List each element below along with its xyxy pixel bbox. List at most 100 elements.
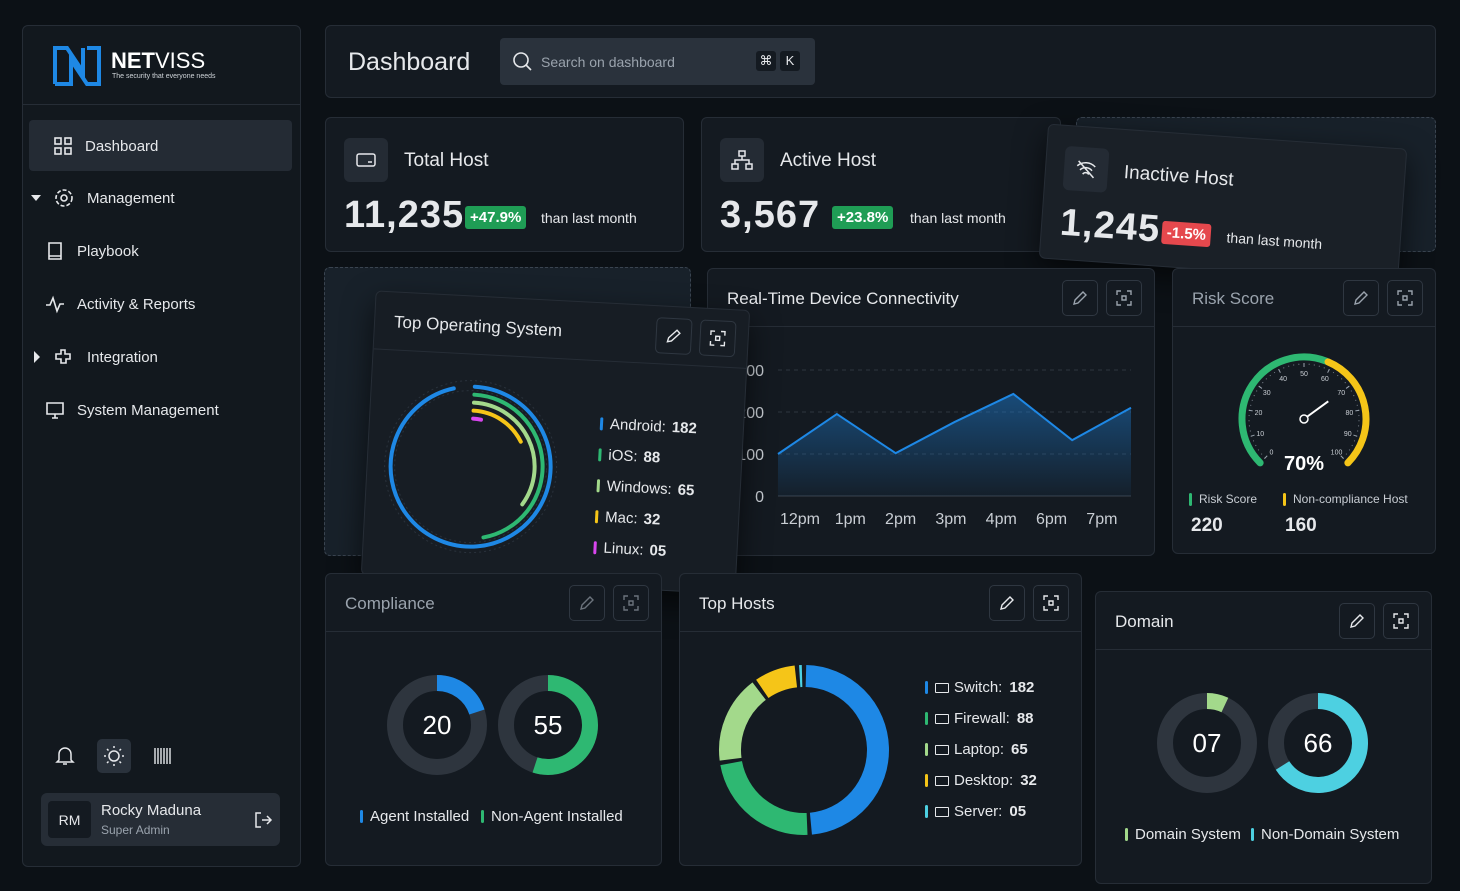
stat-card: Total Host 11,235 +47.9% than last month [325,117,684,252]
stat-card-dragging[interactable]: Inactive Host 1,245 -1.5% than last mont… [1038,123,1408,284]
caret [31,195,41,201]
logout-icon[interactable] [253,810,273,830]
legend-item: Non-Agent Installed [481,808,623,825]
top-os-card[interactable]: Top Operating System Android: 182 iOS: 88 Wi… [360,290,751,595]
card-title: Top Hosts [699,594,775,613]
legend-label: Firewall: [954,710,1010,727]
gauge-dot [1251,399,1253,401]
legend-marker [1283,492,1286,506]
gauge-dot [1252,440,1255,442]
barcode-icon[interactable] [153,747,173,765]
gauge-tick [1327,368,1330,373]
x-tick-label: 4pm [986,511,1017,528]
track [394,390,548,544]
stat-title: Active Host [780,150,877,171]
legend-marker [599,417,604,431]
nav-item[interactable]: Management [29,173,292,223]
stat-value: 11,235 [344,194,465,236]
expand-button[interactable] [1033,585,1069,621]
legend-marker [1251,828,1254,841]
gauge-dot [1255,444,1257,447]
legend-value: 160 [1285,515,1317,536]
gauge-dot [1318,365,1320,367]
legend-label: Non-Domain System [1261,826,1400,843]
gauge-dot [1341,378,1343,380]
expand-button[interactable] [1387,280,1423,316]
gauge-tick-label: 50 [1300,371,1308,378]
legend-item: Non-compliance Host [1283,492,1408,506]
gauge-dot [1332,371,1335,374]
gauge-dot [1253,394,1255,397]
legend-marker [925,805,928,818]
stat-change: -1.5% [1161,220,1212,248]
card-header: Compliance [326,574,661,632]
track [384,380,558,554]
gauge-dot [1261,453,1263,455]
nav-item[interactable]: Integration [29,332,292,382]
stat-title: Total Host [404,150,489,171]
gauge-dot [1323,367,1325,369]
edit-button[interactable] [654,317,693,355]
connectivity-card: Real-Time Device Connectivity 0 100 200 300… [707,268,1155,556]
icon [55,189,73,207]
expand-button[interactable] [1106,280,1142,316]
gauge-dot [1353,440,1356,442]
legend-value: 182 [1009,679,1035,696]
expand-button[interactable] [698,319,737,358]
nav-item[interactable]: System Management [29,385,292,435]
legend-marker [593,541,597,555]
gauge-tick [1340,455,1344,459]
legend-item: Android: 182 [599,415,698,438]
search-box[interactable]: Search on dashboard ⌘ K [500,38,815,85]
area [778,393,1131,496]
nav-label: Management [87,189,175,207]
legend-value: 88 [643,448,661,467]
legend-item: Mac: 32 [594,508,661,529]
gauge-dot [1265,378,1267,380]
legend-value: 182 [671,419,698,438]
donut-segment [805,665,889,835]
brand-bold: NET [111,48,155,73]
expand-button[interactable] [613,585,649,621]
gauge-dot [1249,430,1251,432]
card-header: Top Operating System [373,291,750,369]
gauge: 0 10 20 30 40 50 60 70 80 90 100 70% [1238,353,1370,475]
nav-item[interactable]: Playbook [29,226,292,276]
edit-button[interactable] [1343,280,1379,316]
radial-chart [384,380,558,554]
sun-icon [104,746,124,766]
gauge-dot [1357,425,1360,427]
expand-button[interactable] [1383,603,1419,639]
edit-button[interactable] [1339,603,1375,639]
nav-item[interactable]: Dashboard [29,121,292,171]
stat-title: Inactive Host [1123,162,1235,191]
x-tick-label: 2pm [885,511,916,528]
edit-button[interactable] [1062,280,1098,316]
y-tick-label: 100 [737,447,764,464]
card-header: Real-Time Device Connectivity [708,269,1154,327]
gauge-dot [1358,414,1360,417]
gauge-dot [1350,390,1352,392]
gauge-value: 70% [1284,453,1324,475]
legend-label: Risk Score [1199,492,1258,506]
edit-button[interactable] [569,585,605,621]
line [777,392,1132,455]
edit-button[interactable] [989,585,1025,621]
bell-icon[interactable] [54,745,76,767]
donut-value: 55 [534,710,563,740]
expand [709,330,726,347]
legend-marker [598,448,602,462]
gauge-tick-label: 60 [1321,376,1329,383]
legend-item: Firewall: 88 [925,710,1034,727]
card-header: Domain [1096,592,1431,650]
donut-arc [1206,693,1229,713]
nav-label: System Management [77,401,219,419]
user-role: Super Admin [101,823,170,837]
nav-item[interactable]: Activity & Reports [29,279,292,329]
pencil [1354,291,1368,305]
icon [344,138,388,182]
legend-marker [925,681,928,694]
top-hosts-card: Top Hosts Switch: 182 Firewall: 88 Laptop: 65… [679,573,1082,866]
theme-toggle[interactable] [97,739,131,773]
